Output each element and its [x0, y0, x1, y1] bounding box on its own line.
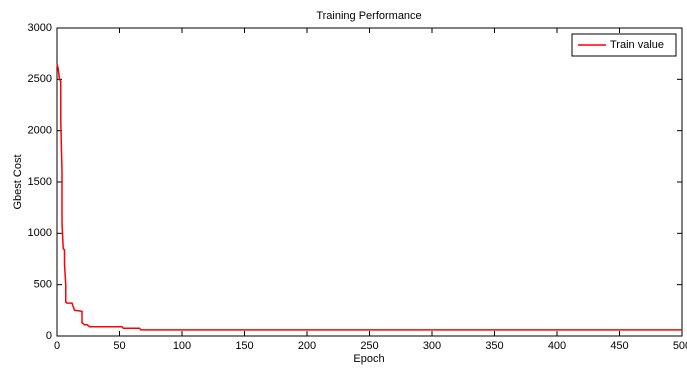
- plot-area: [56, 27, 683, 337]
- chart-title: Training Performance: [316, 10, 421, 22]
- y-tick-label: 0: [46, 330, 52, 342]
- data-line: [56, 63, 682, 331]
- y-tick-label: 1500: [28, 176, 52, 188]
- y-axis-label: Gbest Cost: [12, 154, 24, 209]
- legend-label: Train value: [610, 39, 664, 51]
- x-tick-label: 250: [360, 340, 378, 352]
- x-tick-label: 150: [235, 340, 253, 352]
- y-tick-label: 3000: [28, 22, 52, 34]
- legend-box: [571, 33, 677, 57]
- x-tick-label: 500: [673, 340, 687, 352]
- y-tick-label: 2000: [28, 125, 52, 137]
- x-tick-label: 200: [298, 340, 316, 352]
- x-tick-label: 100: [173, 340, 191, 352]
- x-tick-label: 350: [485, 340, 503, 352]
- x-axis-label: Epoch: [353, 353, 384, 365]
- x-tick-label: 300: [423, 340, 441, 352]
- x-tick-label: 450: [610, 340, 628, 352]
- y-tick-label: 2500: [28, 73, 52, 85]
- y-tick-label: 1000: [28, 227, 52, 239]
- x-tick-label: 50: [113, 340, 125, 352]
- y-tick-label: 500: [34, 279, 52, 291]
- x-tick-label: 400: [548, 340, 566, 352]
- x-tick-label: 0: [54, 340, 60, 352]
